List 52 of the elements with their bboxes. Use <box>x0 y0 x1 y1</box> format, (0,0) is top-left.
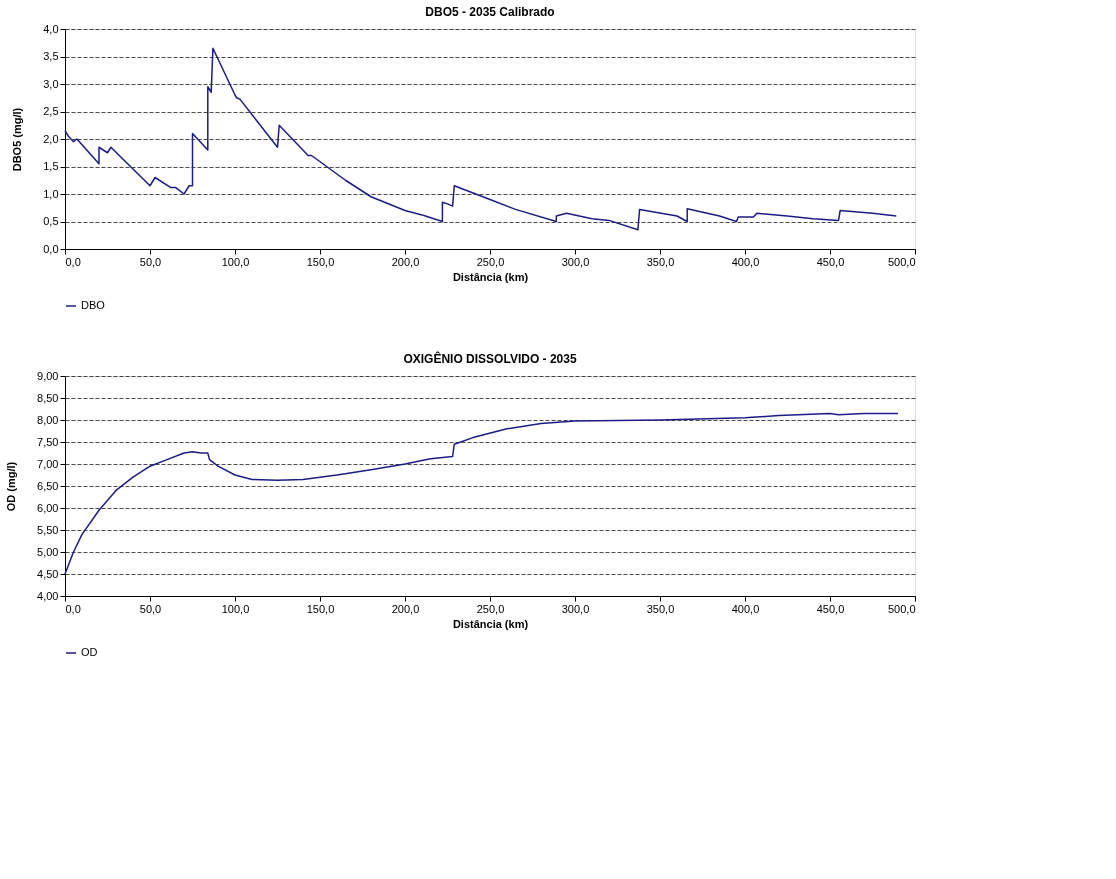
y-tick-label: 3,5 <box>43 50 59 62</box>
x-tick-label: 0,0 <box>65 255 81 268</box>
x-tick-label: 200,0 <box>391 255 420 268</box>
x-tick-label: 0,0 <box>65 602 81 615</box>
line-series <box>64 412 899 575</box>
legend-label: OD <box>81 646 98 658</box>
line-series <box>64 47 898 231</box>
x-axis-title: Distância (km) <box>452 617 529 630</box>
y-tick-label: 1,5 <box>43 160 59 172</box>
legend-label: DBO <box>81 299 106 311</box>
x-tick-label: 350,0 <box>646 255 675 268</box>
y-axis-title: DBO5 (mg/l) <box>11 107 24 172</box>
y-tick-label: 0,0 <box>43 242 59 255</box>
y-tick-label: 6,50 <box>37 479 59 492</box>
x-tick-label: 300,0 <box>561 255 590 268</box>
chart-title: DBO5 - 2035 Calibrado <box>425 5 555 19</box>
x-tick-label: 300,0 <box>561 602 590 615</box>
x-tick-label: 250,0 <box>476 255 505 268</box>
y-tick-label: 3,0 <box>43 77 59 90</box>
x-tick-label: 450,0 <box>816 255 845 268</box>
y-tick-label: 0,5 <box>43 215 59 227</box>
y-tick-label: 5,50 <box>37 523 59 536</box>
y-tick-label: 5,00 <box>37 545 59 558</box>
y-tick-label: 9,00 <box>37 369 59 382</box>
y-tick-label: 8,50 <box>37 391 59 404</box>
chart-title: OXIGÊNIO DISSOLVIDO - 2035 <box>403 351 577 366</box>
x-tick-label: 150,0 <box>306 602 335 615</box>
y-tick-label: 7,00 <box>37 457 59 470</box>
y-tick-label: 6,00 <box>37 501 59 514</box>
y-tick-label: 4,50 <box>37 567 59 580</box>
x-tick-label: 50,0 <box>139 255 162 268</box>
y-tick-label: 2,5 <box>43 105 59 117</box>
y-tick-label: 4,00 <box>37 589 59 602</box>
x-tick-label: 350,0 <box>646 602 675 615</box>
y-tick-label: 2,0 <box>43 132 59 145</box>
x-tick-label: 400,0 <box>731 602 760 615</box>
x-tick-label: 500,0 <box>887 255 916 268</box>
y-tick-label: 8,00 <box>37 413 59 426</box>
x-axis-title: Distância (km) <box>452 270 529 283</box>
x-tick-label: 200,0 <box>391 602 420 615</box>
y-tick-label: 4,0 <box>43 22 59 35</box>
x-tick-label: 100,0 <box>221 602 250 615</box>
y-tick-label: 7,50 <box>37 435 59 448</box>
y-axis-title: OD (mg/l) <box>5 461 18 512</box>
x-tick-label: 250,0 <box>476 602 505 615</box>
x-tick-label: 100,0 <box>221 255 250 268</box>
x-tick-label: 50,0 <box>139 602 162 615</box>
x-tick-label: 450,0 <box>816 602 845 615</box>
x-tick-label: 500,0 <box>887 602 916 615</box>
y-tick-label: 1,0 <box>43 187 59 200</box>
x-tick-label: 400,0 <box>731 255 760 268</box>
x-tick-label: 150,0 <box>306 255 335 268</box>
